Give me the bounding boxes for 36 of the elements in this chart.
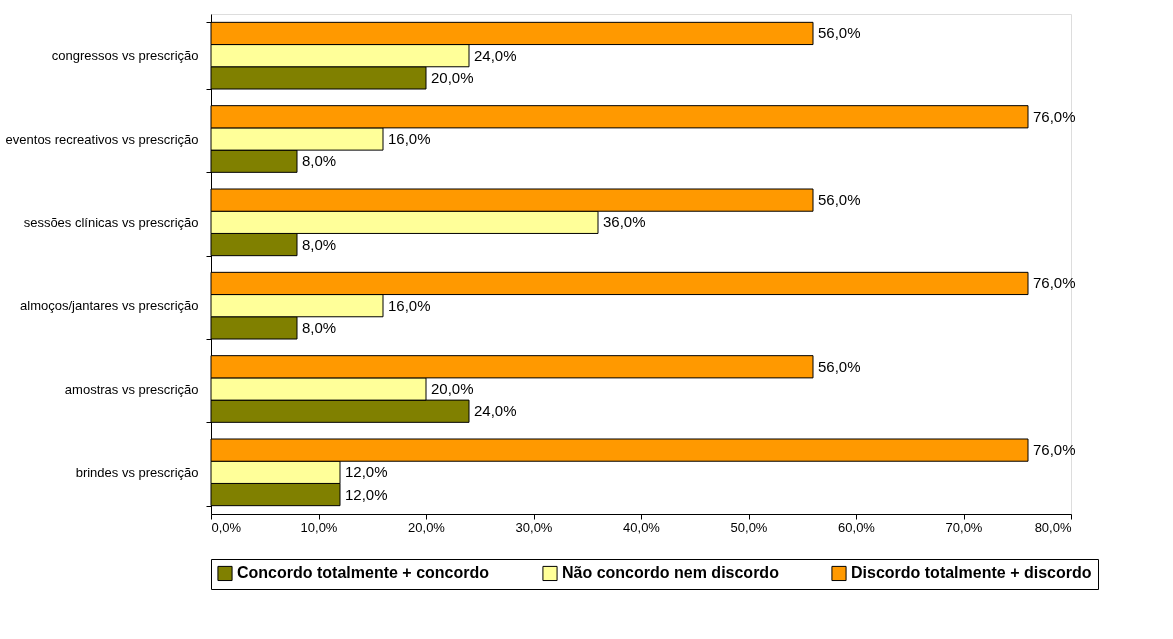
data-label: 76,0% <box>1033 441 1076 459</box>
y-tick-label: almoços/jantares vs prescrição <box>20 298 199 314</box>
data-label: 24,0% <box>474 402 517 420</box>
data-label: 36,0% <box>603 213 646 231</box>
data-label: 8,0% <box>302 318 337 336</box>
y-tick-label: eventos recreativos vs prescrição <box>5 131 199 147</box>
data-label: 76,0% <box>1033 274 1076 292</box>
data-label: 76,0% <box>1033 107 1076 125</box>
data-label: 20,0% <box>431 68 474 86</box>
y-tick-label: congressos vs prescrição <box>51 48 199 64</box>
x-tick-label: 20,0% <box>408 519 446 535</box>
data-label: 8,0% <box>302 235 337 253</box>
data-label: 56,0% <box>818 191 861 209</box>
legend-label: Discordo totalmente + discordo <box>851 564 1092 582</box>
x-tick-label: 30,0% <box>515 519 553 535</box>
y-tick-label: brindes vs prescrição <box>75 464 199 480</box>
x-tick-label: 0,0% <box>211 519 242 535</box>
data-label: 20,0% <box>431 380 474 397</box>
data-label: 24,0% <box>474 46 517 64</box>
data-label: 8,0% <box>302 152 337 170</box>
data-label: 12,0% <box>345 463 388 481</box>
data-label: 56,0% <box>818 24 861 42</box>
x-tick-label: 80,0% <box>1034 519 1072 535</box>
x-tick-label: 60,0% <box>838 519 876 535</box>
x-tick-label: 70,0% <box>945 519 983 535</box>
y-tick-label: sessões clínicas vs prescrição <box>23 214 199 230</box>
data-label: 16,0% <box>388 130 431 147</box>
x-tick-label: 40,0% <box>623 519 661 535</box>
y-tick-label: amostras vs prescrição <box>64 381 199 397</box>
data-label: 56,0% <box>818 357 861 375</box>
data-label: 16,0% <box>388 296 431 314</box>
data-label: 12,0% <box>345 485 388 503</box>
x-tick-label: 50,0% <box>730 519 768 535</box>
x-tick-label: 10,0% <box>300 519 338 535</box>
legend-label: Concordo totalmente + concordo <box>237 564 490 582</box>
legend-label: Não concordo nem discordo <box>562 564 780 582</box>
